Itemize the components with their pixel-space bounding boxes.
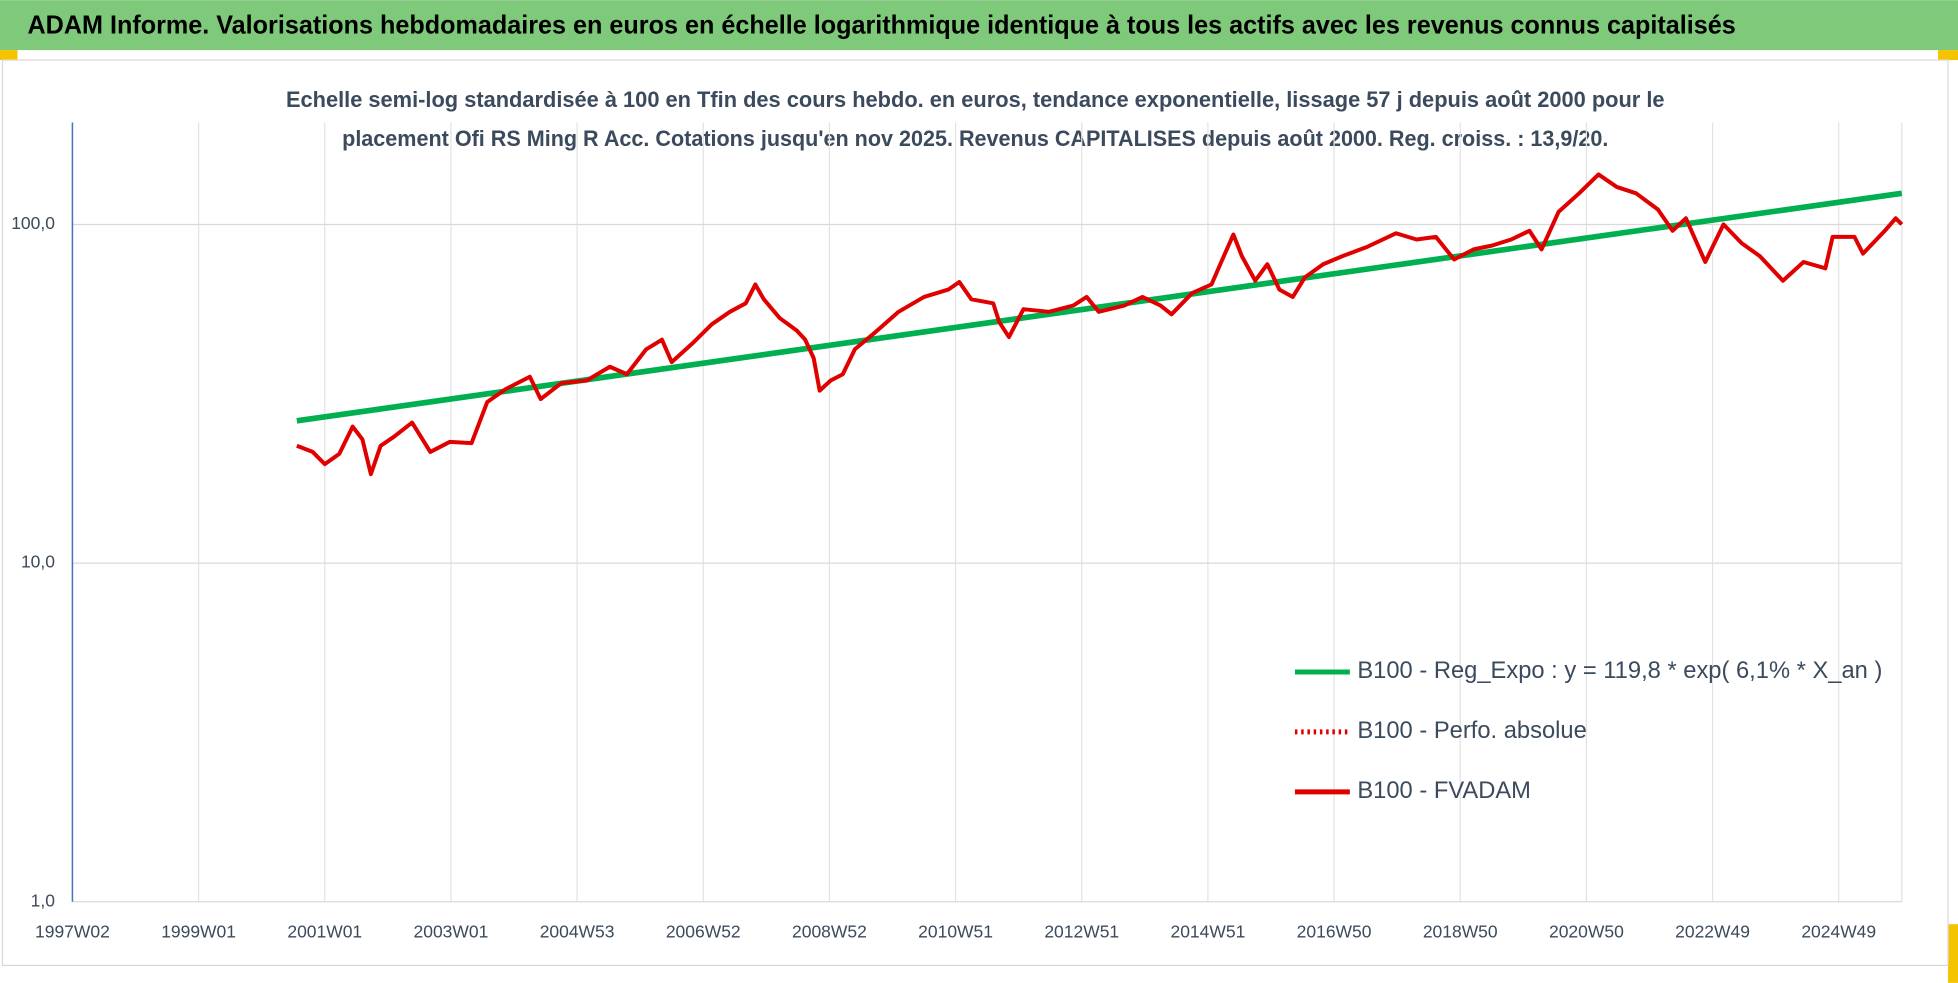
- x-tick-label: 2022W49: [1675, 922, 1750, 942]
- legend-label: B100 - Perfo. absolue: [1357, 718, 1586, 744]
- chart-title: placement Ofi RS Ming R Acc. Cotations j…: [342, 126, 1608, 151]
- x-tick-label: 2006W52: [666, 922, 741, 942]
- header-bar: [0, 0, 1958, 51]
- corner: [1938, 50, 1958, 61]
- x-tick-label: 2008W52: [792, 922, 867, 942]
- x-tick-label: 2001W01: [287, 922, 362, 942]
- x-tick-label: 2010W51: [918, 922, 993, 942]
- x-tick-label: 2012W51: [1044, 922, 1119, 942]
- x-tick-label: 2004W53: [540, 922, 615, 942]
- legend-label: B100 - FVADAM: [1357, 778, 1531, 804]
- x-tick-label: 2014W51: [1171, 922, 1246, 942]
- frame: [1, 59, 1949, 967]
- header-title: ADAM Informe. Valorisations hebdomadaire…: [27, 9, 1735, 39]
- x-tick-label: 1997W02: [35, 922, 110, 942]
- x-tick-label: 2024W49: [1801, 922, 1876, 942]
- y-tick-label: 1,0: [31, 890, 56, 910]
- y-tick-label: 10,0: [21, 552, 55, 572]
- x-tick-label: 2018W50: [1423, 922, 1498, 942]
- corner: [1948, 924, 1958, 983]
- x-tick-label: 2016W50: [1297, 922, 1372, 942]
- series-line: [296, 172, 1904, 477]
- x-tick-label: 2020W50: [1549, 922, 1624, 942]
- chart-title: Echelle semi-log standardisée à 100 en T…: [286, 87, 1665, 112]
- y-tick-label: 100,0: [11, 213, 55, 233]
- legend-label: B100 - Reg_Expo : y = 119,8 * exp( 6,1% …: [1357, 658, 1882, 684]
- x-tick-label: 2003W01: [414, 922, 489, 942]
- corner: [0, 50, 18, 61]
- x-tick-label: 1999W01: [161, 922, 236, 942]
